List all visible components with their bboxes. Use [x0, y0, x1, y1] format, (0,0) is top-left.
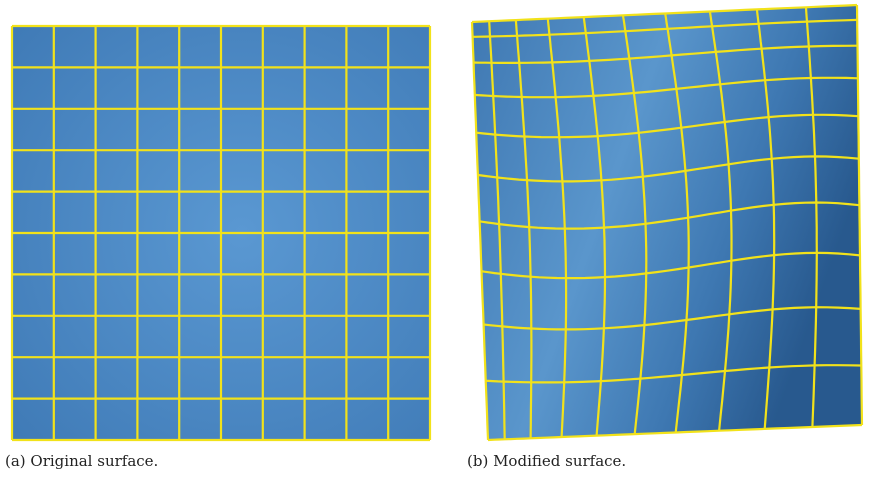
- page: {"figures": [{"caption": "(a) Original s…: [0, 0, 869, 481]
- caption-b: (b) Modified surface.: [467, 452, 626, 470]
- caption-a: (a) Original surface.: [5, 452, 158, 470]
- figure-panels: [0, 0, 869, 448]
